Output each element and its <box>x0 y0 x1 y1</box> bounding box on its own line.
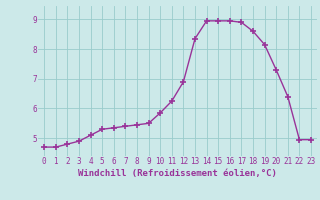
X-axis label: Windchill (Refroidissement éolien,°C): Windchill (Refroidissement éolien,°C) <box>78 169 277 178</box>
